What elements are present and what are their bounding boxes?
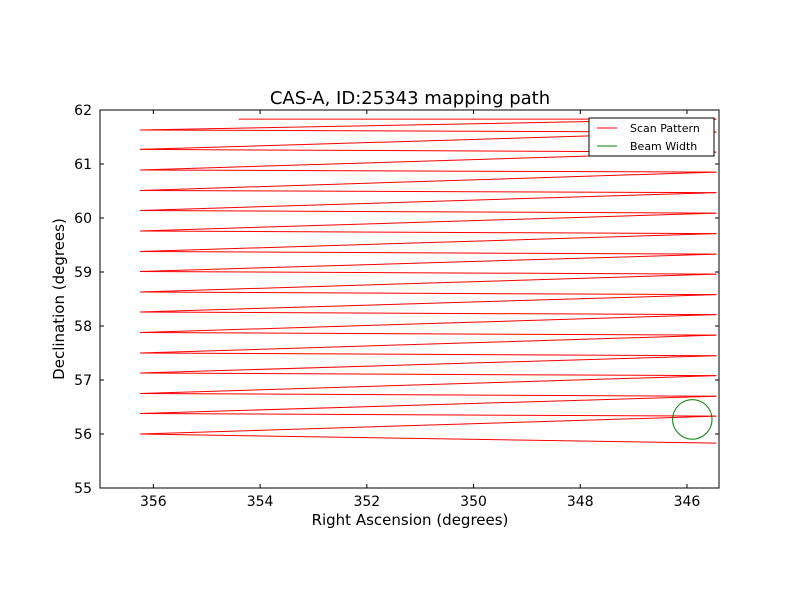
y-tick-label: 56	[74, 427, 92, 443]
scan-row	[140, 331, 717, 336]
scan-diagonal	[140, 273, 717, 293]
y-tick-label: 57	[74, 373, 92, 389]
legend-box	[588, 117, 715, 157]
scan-row	[140, 291, 717, 296]
scan-row	[140, 393, 717, 397]
scan-diagonal	[140, 294, 717, 313]
scan-diagonal	[140, 253, 717, 272]
y-axis-label: Declination (degrees)	[50, 218, 68, 380]
y-tick-label: 55	[74, 481, 92, 497]
scan-diagonal	[140, 171, 717, 191]
x-tick-label: 350	[460, 494, 487, 510]
scan-diagonal	[140, 314, 717, 333]
plot-frame	[99, 109, 720, 489]
x-tick-label: 356	[140, 494, 167, 510]
scan-row	[140, 372, 717, 377]
scan-row	[140, 209, 717, 214]
scan-diagonal	[140, 212, 717, 232]
legend: Scan Pattern Beam Width	[588, 117, 715, 157]
x-axis-ticks: 356 354 352 350 348 346	[140, 110, 700, 510]
scan-diagonal	[140, 334, 717, 354]
beam-width-circle	[672, 399, 713, 440]
x-tick-label: 346	[674, 494, 701, 510]
scan-row	[140, 169, 717, 173]
scan-diagonal	[140, 233, 717, 252]
x-tick-label: 352	[353, 494, 380, 510]
y-tick-label: 58	[74, 319, 92, 335]
chart-title: CAS-A, ID:25343 mapping path	[270, 88, 550, 109]
scan-row	[140, 270, 717, 275]
scan-row	[140, 189, 717, 194]
scan-row	[140, 311, 717, 316]
legend-beam-label: Beam Width	[630, 140, 697, 153]
y-tick-label: 61	[74, 157, 92, 173]
y-tick-label: 60	[74, 211, 92, 227]
scan-row	[140, 433, 717, 444]
scan-row	[140, 412, 717, 417]
y-tick-label: 59	[74, 265, 92, 281]
y-tick-label: 62	[74, 103, 92, 119]
scan-row	[140, 352, 717, 357]
scan-diagonal	[140, 355, 717, 374]
scan-diagonal	[140, 415, 717, 435]
scan-diagonal	[140, 395, 717, 414]
x-tick-label: 354	[247, 494, 274, 510]
x-tick-label: 348	[567, 494, 594, 510]
scan-diagonal	[140, 375, 717, 394]
x-axis-label: Right Ascension (degrees)	[312, 511, 509, 529]
legend-scan-label: Scan Pattern	[630, 122, 700, 135]
scan-pattern-series	[140, 118, 717, 444]
scan-row	[140, 250, 717, 255]
scan-diagonal	[140, 192, 717, 211]
scan-row	[140, 230, 717, 235]
